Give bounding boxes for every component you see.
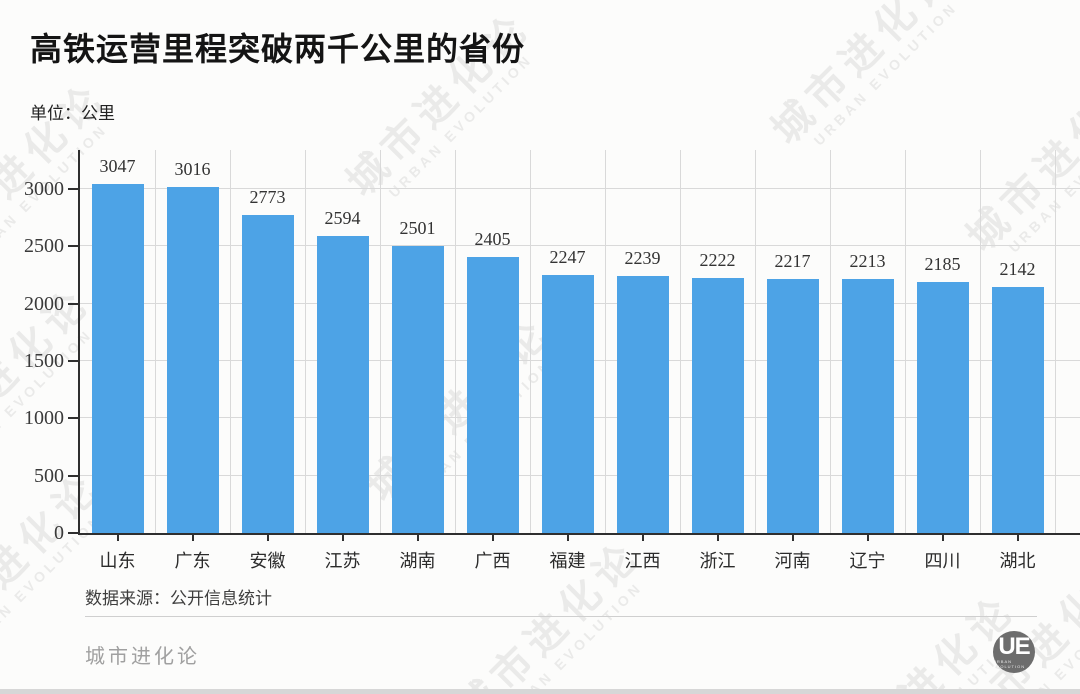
y-axis-label: 2500	[24, 235, 64, 258]
bottom-edge-strip	[0, 689, 1080, 694]
gridline-vertical	[680, 150, 681, 533]
footer-divider	[85, 616, 1037, 617]
ue-logo-subtext: URBAN EVOLUTION	[993, 659, 1026, 669]
x-axis-label: 江苏	[324, 551, 361, 571]
data-source-note: 数据来源：公开信息统计	[85, 589, 272, 608]
gridline-vertical	[305, 150, 306, 533]
y-axis-label: 0	[54, 522, 64, 544]
y-axis-tick	[68, 417, 78, 420]
gridline-vertical	[980, 150, 981, 533]
bar	[541, 275, 594, 533]
bar	[691, 278, 744, 533]
y-axis-tick	[68, 532, 78, 534]
y-axis-label: 3000	[24, 178, 64, 200]
gridline-horizontal	[80, 188, 1080, 189]
gridline-vertical	[905, 150, 906, 533]
chart-title: 高铁运营里程突破两千公里的省份	[30, 31, 526, 67]
gridline-vertical	[380, 150, 381, 533]
plot-area: 0 500 1000 1500 2000 2500 3000 3047 山东 3016 广东 2773…	[24, 150, 1080, 571]
bar	[241, 215, 294, 533]
gridline-vertical	[1055, 150, 1056, 533]
ue-logo: UE URBAN EVOLUTION	[993, 631, 1035, 673]
y-axis-tick	[68, 302, 78, 305]
x-axis-label: 安徽	[249, 551, 286, 571]
x-axis-label: 广西	[474, 551, 511, 571]
bar-value-label: 2239	[624, 248, 661, 269]
y-axis-label: 2000	[24, 292, 64, 315]
x-axis-label: 山东	[99, 551, 136, 571]
y-axis-tick	[68, 245, 78, 248]
x-axis-tick	[791, 533, 794, 541]
bar-value-label: 2405	[474, 229, 511, 250]
bar	[391, 246, 444, 533]
y-axis-label: 1500	[24, 350, 64, 372]
bar-value-label: 2217	[774, 250, 811, 271]
x-axis-tick	[1016, 533, 1019, 541]
gridline-vertical	[230, 150, 231, 533]
x-axis-label: 江西	[624, 551, 661, 571]
gridline-vertical	[605, 150, 606, 533]
bar-value-label: 2185	[924, 254, 961, 275]
x-axis-label: 广东	[174, 551, 211, 571]
unit-label: 单位：公里	[30, 104, 115, 123]
bar-value-label: 2501	[399, 218, 436, 239]
x-axis-tick	[566, 533, 569, 541]
bar	[466, 257, 519, 533]
y-axis-tick	[68, 474, 78, 477]
x-axis-label: 湖南	[399, 551, 436, 571]
bar	[316, 235, 369, 533]
x-axis-label: 浙江	[699, 551, 736, 571]
x-axis-line	[78, 533, 1080, 535]
x-axis-tick	[266, 533, 269, 541]
bar-value-label: 2773	[249, 187, 286, 208]
x-axis-tick	[716, 533, 719, 541]
bar-value-label: 2222	[699, 250, 736, 271]
gridline-vertical	[155, 150, 156, 533]
bar	[766, 278, 819, 533]
bar-value-label: 2213	[849, 251, 886, 272]
bar	[841, 279, 894, 533]
gridline-vertical	[455, 150, 456, 533]
gridline-vertical	[830, 150, 831, 533]
x-axis-tick	[341, 533, 344, 541]
x-axis-tick	[866, 533, 869, 541]
bar	[166, 187, 219, 533]
gridline-horizontal	[80, 245, 1080, 247]
x-axis-tick	[191, 533, 194, 541]
bar-value-label: 2142	[999, 259, 1036, 280]
bar-value-label: 2594	[324, 207, 361, 228]
x-axis-label: 福建	[549, 551, 586, 571]
gridline-vertical	[530, 150, 531, 533]
x-axis-label: 四川	[924, 551, 961, 571]
bar	[916, 282, 969, 533]
gridline-vertical	[755, 150, 756, 533]
x-axis-tick	[941, 533, 944, 541]
x-axis-label: 河南	[774, 551, 811, 571]
brand-name: 城市进化论	[85, 646, 200, 668]
x-axis-label: 辽宁	[849, 551, 886, 571]
x-axis-tick	[491, 533, 494, 541]
bar-value-label: 3016	[174, 159, 211, 180]
bar	[991, 287, 1044, 533]
y-axis-line	[78, 150, 80, 533]
ue-logo-text: UE	[998, 633, 1030, 660]
bar-value-label: 3047	[99, 155, 136, 176]
bar	[616, 276, 669, 533]
y-axis-label: 500	[34, 464, 64, 487]
y-axis-label: 1000	[24, 407, 64, 430]
y-axis-tick	[68, 360, 78, 362]
x-axis-tick	[116, 533, 119, 541]
x-axis-label: 湖北	[999, 551, 1036, 571]
bar	[91, 183, 144, 533]
x-axis-tick	[641, 533, 644, 541]
bar-value-label: 2247	[549, 247, 586, 268]
y-axis-tick	[68, 188, 78, 190]
x-axis-tick	[416, 533, 419, 541]
